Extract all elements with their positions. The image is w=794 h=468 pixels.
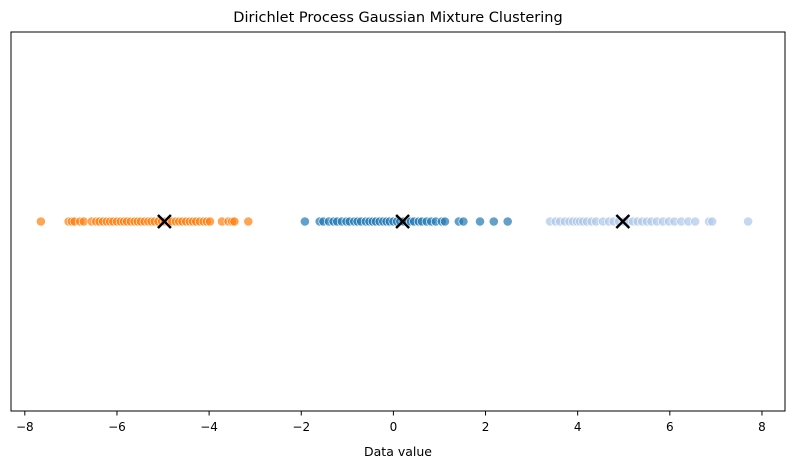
x-axis-label: Data value [364,444,432,459]
data-point [458,216,469,227]
data-points [36,216,753,227]
data-point [475,216,485,227]
data-point [743,216,753,227]
x-tick-label: 2 [482,420,490,434]
cluster-centers [157,214,631,229]
data-point [707,216,718,227]
data-point [440,216,450,227]
cluster-center-marker [395,214,410,229]
x-tick-label: −8 [16,420,34,434]
cluster-center-marker [615,214,631,229]
x-axis-ticks: −8 −6 −4 −2 0 2 4 6 8 [16,411,766,434]
data-point [36,216,46,227]
x-tick-label: −2 [292,420,310,434]
x-tick-label: 0 [390,420,398,434]
x-tick-label: 4 [574,420,582,434]
data-point [299,216,310,227]
plot-frame [10,31,786,412]
data-point [243,216,254,227]
x-tick-label: 8 [758,420,766,434]
data-point [690,216,701,227]
x-tick-label: 6 [666,420,674,434]
data-point [229,216,240,227]
x-tick-label: −6 [108,420,126,434]
data-point [205,216,215,227]
cluster-center-marker [157,214,172,229]
data-point [488,216,499,227]
x-tick-label: −4 [200,420,218,434]
chart-title: Dirichlet Process Gaussian Mixture Clust… [233,10,562,26]
data-point [502,216,513,227]
